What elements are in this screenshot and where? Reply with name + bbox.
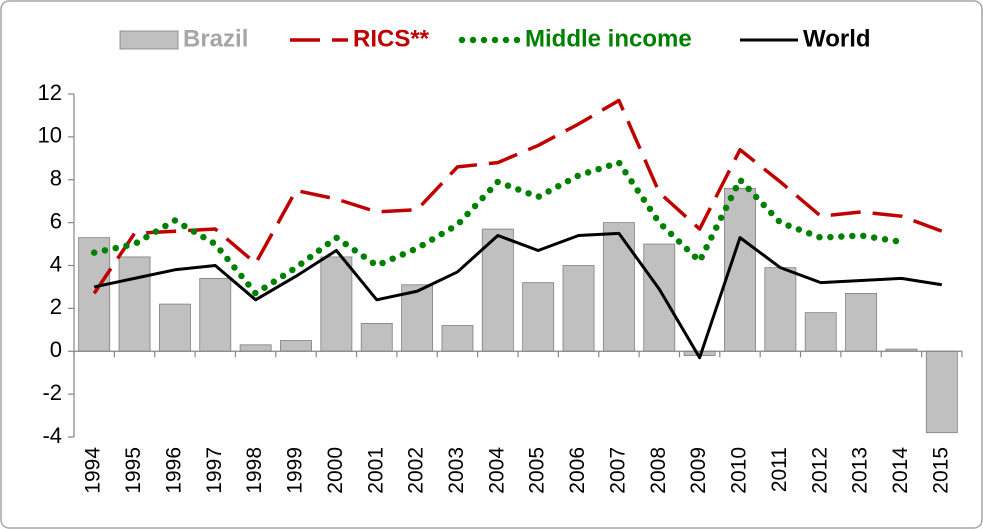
bar [845,292,878,352]
y-tick-label: -2 [42,380,62,405]
bar [158,303,191,352]
y-tick-label: 0 [50,337,62,362]
line-series [90,159,905,297]
x-tick-label: 2003 [445,447,468,494]
x-tick-label: 2005 [526,447,549,494]
bar [602,222,635,352]
y-tick-label: 12 [38,80,62,105]
x-tick-label: 1997 [203,447,226,494]
bar [764,267,797,352]
legend-label: World [803,25,871,52]
x-tick-label: 2007 [606,447,629,494]
legend-label: Brazil [183,25,248,52]
x-tick-label: 2011 [768,447,791,492]
x-tick-label: 2008 [647,447,670,494]
x-tick-label: 1999 [284,447,307,494]
bar [118,256,151,352]
line-series [92,98,943,295]
x-tick-label: 2009 [687,447,710,494]
bar [522,282,555,352]
x-tick-label: 2012 [808,447,831,494]
x-tick-label: 1998 [243,447,266,494]
x-tick-label: 2015 [929,447,952,494]
y-tick-label: 8 [50,166,62,191]
line-series [93,231,943,360]
y-tick-label: 4 [50,251,62,276]
x-tick-label: 2013 [849,447,872,494]
x-tick-label: 2006 [566,447,589,494]
bar [804,312,837,352]
bar [78,237,111,352]
bar [441,325,474,352]
x-tick-label: 2004 [485,447,508,494]
bar [925,350,958,434]
x-tick-label: 2010 [728,447,751,494]
bar [562,265,595,352]
bar [280,340,312,352]
legend-label: Middle income [525,25,692,52]
x-tick-label: 2014 [889,447,912,494]
bar [481,228,514,352]
y-tick-label: -4 [42,423,62,448]
y-tick-label: 2 [50,294,62,319]
x-tick-label: 2002 [405,447,428,494]
x-tick-label: 2001 [364,447,387,494]
bar [199,277,232,352]
y-tick-label: 6 [50,208,62,233]
bar [239,344,272,352]
x-tick-label: 1995 [122,447,145,494]
x-tick-label: 1996 [162,447,185,494]
bar [320,256,353,352]
bar [360,322,393,352]
legend-swatch [119,30,179,50]
x-tick-label: 2000 [324,447,347,494]
bar [643,243,676,352]
legend-label: RICS** [353,25,430,52]
y-tick-label: 10 [38,123,62,148]
x-tick-label: 1994 [82,447,105,494]
